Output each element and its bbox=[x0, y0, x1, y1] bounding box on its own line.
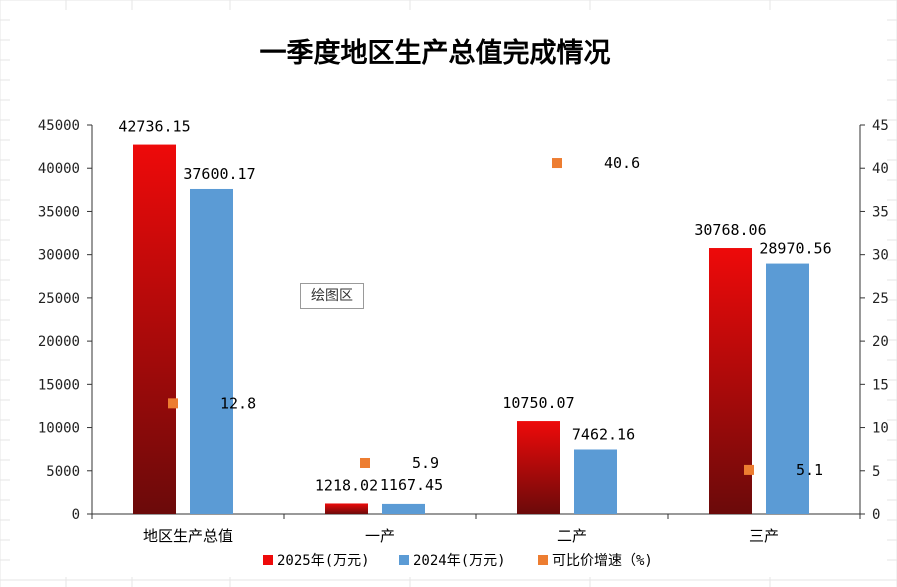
data-label-2025: 1218.02 bbox=[315, 476, 378, 494]
y-left-tick-label: 30000 bbox=[38, 248, 80, 264]
bar-2024 bbox=[190, 188, 233, 515]
y-left-tick-label: 0 bbox=[72, 507, 80, 523]
growth-marker bbox=[360, 457, 370, 468]
x-category-label: 一产 bbox=[365, 527, 395, 545]
x-category-label: 地区生产总值 bbox=[143, 527, 233, 545]
y-right-tick-label: 40 bbox=[872, 161, 889, 177]
growth-markers bbox=[168, 158, 754, 475]
y-left-tick-label: 15000 bbox=[38, 377, 80, 393]
data-label-2025: 30768.06 bbox=[694, 221, 766, 239]
bar-2024 bbox=[574, 449, 617, 514]
y-right-tick-label: 30 bbox=[872, 248, 889, 264]
x-category-label: 三产 bbox=[749, 527, 779, 545]
y-left-tick-label: 20000 bbox=[38, 334, 80, 350]
data-labels: 42736.15 1218.02 10750.07 30768.06 37600.17 1… bbox=[118, 118, 831, 495]
y-right-tick-label: 35 bbox=[872, 204, 889, 220]
data-label-growth: 12.8 bbox=[220, 394, 256, 412]
legend-label: 可比价增速（%) bbox=[552, 553, 653, 569]
y-left-tick-label: 10000 bbox=[38, 421, 80, 437]
legend-label: 2025年(万元) bbox=[277, 553, 370, 569]
data-label-2024: 1167.45 bbox=[380, 476, 443, 494]
growth-marker bbox=[168, 398, 178, 409]
y-right-tick-label: 0 bbox=[872, 507, 880, 523]
data-label-2025: 10750.07 bbox=[502, 394, 574, 412]
y-left-tick-label: 40000 bbox=[38, 161, 80, 177]
y-left-tick-label: 25000 bbox=[38, 291, 80, 307]
data-label-growth: 5.1 bbox=[796, 461, 823, 479]
plot-area-tooltip: 绘图区 bbox=[300, 283, 364, 309]
bar-2025 bbox=[325, 503, 368, 514]
y-right-tick-label: 45 bbox=[872, 118, 889, 134]
y-right-tick-label: 10 bbox=[872, 421, 889, 437]
legend-swatch bbox=[263, 555, 273, 565]
data-label-growth: 40.6 bbox=[604, 154, 640, 172]
legend-swatch bbox=[538, 555, 548, 565]
y-right-tick-label: 25 bbox=[872, 291, 889, 307]
data-label-2025: 42736.15 bbox=[118, 118, 190, 136]
legend-swatch bbox=[399, 555, 409, 565]
data-label-2024: 7462.16 bbox=[572, 425, 635, 443]
bar-2025 bbox=[133, 144, 176, 514]
y-right-tick-label: 15 bbox=[872, 377, 889, 393]
bars bbox=[133, 144, 809, 515]
x-category-label: 二产 bbox=[557, 527, 587, 545]
bar-2024 bbox=[766, 263, 809, 514]
data-label-2024: 28970.56 bbox=[759, 240, 831, 258]
chart-title: 一季度地区生产总值完成情况 bbox=[260, 37, 611, 69]
legend-label: 2024年(万元) bbox=[413, 553, 506, 569]
data-label-2024: 37600.17 bbox=[183, 165, 255, 183]
y-right-tick-label: 5 bbox=[872, 464, 880, 480]
y-left-tick-label: 5000 bbox=[46, 464, 80, 480]
y-left-tick-label: 35000 bbox=[38, 204, 80, 220]
y-left-tick-label: 45000 bbox=[38, 118, 80, 134]
growth-marker bbox=[552, 158, 562, 169]
bar-2024 bbox=[382, 503, 425, 514]
bar-2025 bbox=[517, 421, 560, 514]
legend[interactable]: 2025年(万元) 2024年(万元) 可比价增速（%) bbox=[263, 553, 653, 569]
growth-marker bbox=[744, 464, 754, 475]
data-label-growth: 5.9 bbox=[412, 454, 439, 472]
y-right-tick-label: 20 bbox=[872, 334, 889, 350]
